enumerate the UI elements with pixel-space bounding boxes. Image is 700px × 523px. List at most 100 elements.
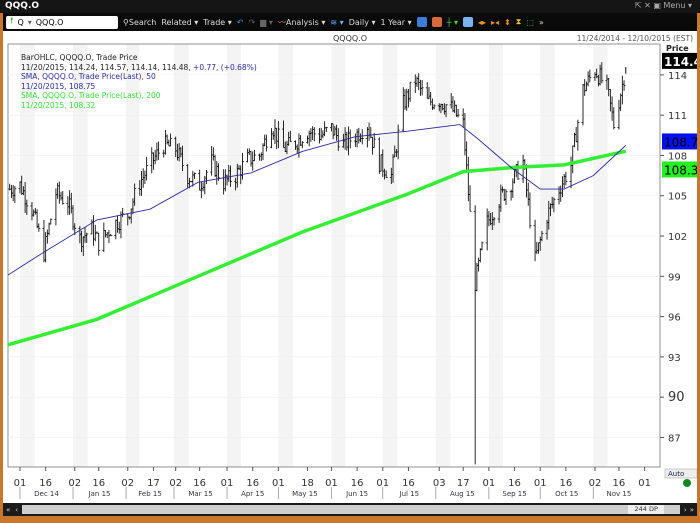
scroll-end-icon[interactable]: » <box>689 505 694 514</box>
last-price-marker-label: 114.48 <box>664 55 697 69</box>
ric-input[interactable]: 🠕 Q ▾ QQQ.O <box>6 15 118 29</box>
expand-horizontal-icon[interactable]: ◂▸ <box>478 17 487 27</box>
y-tick-label: 87 <box>668 433 681 444</box>
sma200-line <box>7 149 627 347</box>
contract-horizontal-icon[interactable]: ▸◂ <box>491 17 500 27</box>
data-points-count: 244 DP <box>628 505 664 514</box>
sma50-line <box>7 124 627 276</box>
period-select[interactable]: 1 Year ▾ <box>380 17 412 27</box>
price-chart[interactable]: Dec 14 Jan 15 Feb 15 Mar 15 Apr 15 May 15 Jun … <box>3 31 697 503</box>
month-stripe <box>19 44 35 467</box>
scroll-start-icon[interactable]: « <box>6 505 11 514</box>
last-price-marker <box>662 52 697 69</box>
month-stripe <box>278 44 293 467</box>
legend: BarOHLC, QQQQ.O, Trade Price 11/20/2015,… <box>21 53 257 110</box>
auto-scale-label: Auto <box>668 470 684 478</box>
dropdown-icon[interactable]: ▾ <box>27 17 32 27</box>
crosshair-icon[interactable]: ┼ ▾ <box>446 17 459 27</box>
x-tick-label: 02 <box>169 478 182 489</box>
up-arrow-icon: 🠕 <box>10 16 14 25</box>
folder-icon[interactable]: ▆ ▾ <box>260 17 273 27</box>
sma200-marker <box>662 161 697 178</box>
x-tick-label: 02 <box>589 478 602 489</box>
ric-prefix[interactable]: Q <box>17 17 24 27</box>
legend-series: BarOHLC, QQQQ.O, Trade Price <box>21 53 138 62</box>
x-tick-label: 01 <box>534 478 547 489</box>
month-label: Aug 15 <box>450 490 475 498</box>
date-range: 11/24/2014 - 12/10/2015 (EST) <box>576 34 693 43</box>
price-axis-label: Price <box>666 44 689 53</box>
ric-value[interactable]: QQQ.O <box>35 17 64 27</box>
scroll-right-icon[interactable]: › <box>683 505 687 514</box>
y-tick-label: 96 <box>668 313 681 324</box>
overlay-icon[interactable]: ≋ ▾ <box>330 17 344 27</box>
x-tick-label: 01 <box>483 478 496 489</box>
window-title: QQQ.O <box>5 1 40 11</box>
legend-sma50-value: 11/20/2015, 108.75 <box>21 81 96 91</box>
month-label: Nov 15 <box>607 490 632 498</box>
zoom-box-icon[interactable] <box>463 17 474 27</box>
toolbar: 🠕 Q ▾ QQQ.O ⚲Search Related ▾ Trade ▾ ↶ ↷ ▆ ▾… <box>3 13 697 31</box>
x-tick-label: 17 <box>147 478 160 489</box>
x-tick-label: 01 <box>376 478 389 489</box>
month-label: Feb 15 <box>138 490 162 498</box>
x-tick-label: 01 <box>221 478 234 489</box>
pin-icon[interactable]: ⇱ ✕ ▣ <box>634 1 664 10</box>
sma50-marker <box>662 133 697 150</box>
auto-scale-button[interactable] <box>664 468 697 479</box>
x-tick-label: 16 <box>193 478 206 489</box>
x-tick-label: 16 <box>92 478 105 489</box>
x-tick-label: 01 <box>638 478 651 489</box>
x-tick-label: 02 <box>121 478 134 489</box>
trade-button[interactable]: Trade ▾ <box>203 17 232 27</box>
month-label: Jul 15 <box>399 490 420 498</box>
legend-change: +0.77, (+0.68%) <box>190 62 257 72</box>
sma50-marker-label: 108.75 <box>664 135 697 149</box>
interval-select[interactable]: Daily ▾ <box>348 17 376 27</box>
month-label: May 15 <box>292 490 318 498</box>
redo-icon[interactable]: ↷ <box>248 17 256 27</box>
plot-frame <box>7 43 661 468</box>
chart-title: QQQQ.O <box>332 34 368 43</box>
more-icon[interactable]: » <box>538 17 544 27</box>
x-tick-label: 16 <box>560 478 573 489</box>
scrollbar[interactable]: « ‹ 244 DP ›» <box>3 503 697 516</box>
month-label: Oct 15 <box>555 490 578 498</box>
x-tick-label: 16 <box>246 478 259 489</box>
month-stripe <box>126 44 140 467</box>
y-tick-label: 99 <box>668 272 681 283</box>
scroll-track[interactable]: 244 DP <box>22 505 680 514</box>
menu-button[interactable]: Menu <box>663 1 686 10</box>
month-label: Sep 15 <box>502 490 526 498</box>
compare-icon[interactable] <box>431 17 442 27</box>
x-tick-label: 16 <box>402 478 415 489</box>
y-tick-label: 114 <box>668 71 687 82</box>
x-tick-label: 16 <box>351 478 364 489</box>
undo-icon[interactable]: ↶ <box>236 17 244 27</box>
month-stripe <box>382 44 398 467</box>
contract-vertical-icon[interactable]: ⧗ <box>515 17 522 26</box>
month-stripe <box>73 44 88 467</box>
y-tick-label: 111 <box>668 111 687 122</box>
month-label: Jan 15 <box>88 490 111 498</box>
month-label: Jun 15 <box>345 490 368 498</box>
x-tick-label: 16 <box>508 478 521 489</box>
line-chart-icon[interactable] <box>416 17 427 27</box>
search-button[interactable]: ⚲Search <box>123 17 157 27</box>
month-stripe <box>435 44 451 467</box>
related-button[interactable]: Related ▾ <box>161 17 199 27</box>
month-stripe <box>331 44 346 467</box>
y-tick-label: 105 <box>668 192 687 203</box>
y-tick-label: 108 <box>668 151 687 162</box>
expand-vertical-icon[interactable]: ⬍ <box>504 17 511 27</box>
select-icon[interactable]: ⬚ <box>526 17 534 27</box>
analysis-button[interactable]: 〰Analysis ▾ <box>277 17 326 27</box>
y-tick-label: 102 <box>668 232 687 243</box>
scroll-left-icon[interactable]: ‹ <box>15 505 19 514</box>
sma200-marker-label: 108.32 <box>664 163 697 177</box>
chart-panel: QQQQ.O 11/24/2014 - 12/10/2015 (EST) Bar… <box>3 31 697 503</box>
month-stripe <box>227 44 242 467</box>
month-stripe <box>540 44 555 467</box>
y-tick-label: 93 <box>668 353 681 364</box>
x-tick-label: 03 <box>433 478 446 489</box>
